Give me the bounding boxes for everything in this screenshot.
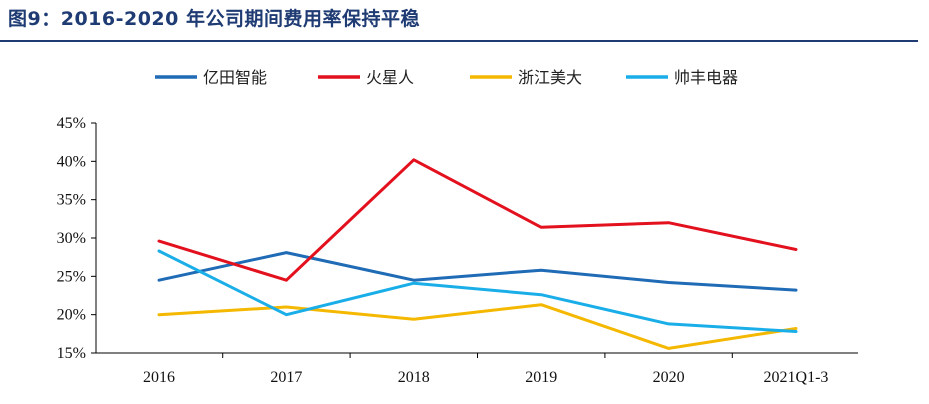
legend: 亿田智能 火星人 浙江美大 帅丰电器 [155, 68, 738, 87]
title-divider [0, 40, 918, 42]
series-line-浙江美大 [157, 303, 798, 350]
y-tick-label: 30% [57, 230, 86, 247]
y-tick-label: 20% [57, 307, 86, 324]
x-tick-label: 2016 [143, 369, 175, 386]
x-tick-label: 2020 [653, 369, 685, 386]
legend-label: 浙江美大 [518, 68, 582, 87]
legend-label: 帅丰电器 [674, 68, 738, 87]
series-line-火星人 [157, 158, 798, 282]
legend-label: 火星人 [366, 68, 414, 87]
y-tick-label: 15% [57, 345, 86, 362]
axes: 15% 20% 25% 30% 35% 40% 45% 2016 2017 2018 2019 202… [57, 115, 858, 386]
chart-title: 图9：2016-2020 年公司期间费用率保持平稳 [8, 8, 420, 30]
y-tick-label: 25% [57, 268, 86, 285]
y-tick-label: 45% [57, 115, 86, 132]
y-tick-label: 35% [57, 192, 86, 209]
x-tick-label: 2019 [525, 369, 557, 386]
legend-label: 亿田智能 [203, 68, 267, 87]
series-group [157, 158, 798, 350]
x-tick-label: 2021Q1-3 [764, 369, 829, 386]
series-line-亿田智能 [157, 251, 798, 292]
x-tick-label: 2017 [270, 369, 302, 386]
series-line-帅丰电器 [157, 249, 798, 333]
y-tick-label: 40% [57, 153, 86, 170]
x-tick-label: 2018 [398, 369, 430, 386]
